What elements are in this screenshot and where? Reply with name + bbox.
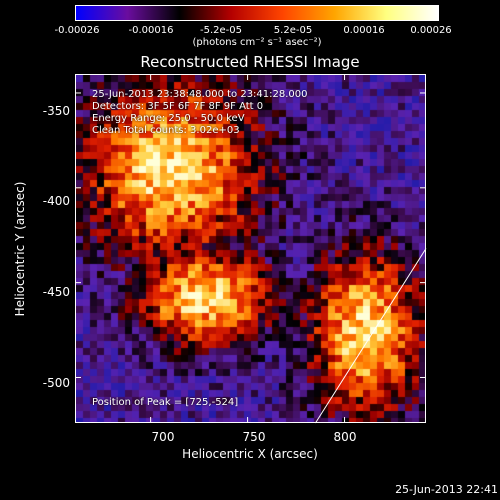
- annotation-energy-range: Energy Range: 25.0 - 50.0 keV: [92, 113, 245, 124]
- x-tick-label: 750: [242, 430, 266, 444]
- annotation-peak-position: Position of Peak = [725,-524]: [92, 397, 239, 408]
- colorbar-tick: 0.00026: [410, 25, 452, 36]
- colorbar-unit-label: (photons cm⁻² s⁻¹ asec⁻²): [192, 37, 322, 48]
- footer-timestamp: 25-Jun-2013 22:41: [395, 483, 498, 496]
- y-tick-label: -400: [42, 194, 70, 208]
- x-tick-label: 700: [151, 430, 175, 444]
- y-tick-label: -350: [42, 104, 70, 118]
- colorbar-tick: 5.2e-05: [273, 25, 313, 36]
- y-axis-label: Heliocentric Y (arcsec): [13, 181, 27, 317]
- heatmap-image: [76, 75, 425, 422]
- axis-ticks: [75, 74, 426, 423]
- colorbar: [75, 5, 439, 21]
- x-axis-label: Heliocentric X (arcsec): [182, 447, 318, 461]
- annotation-method-counts: Clean Total counts: 3.02e+03: [92, 125, 240, 136]
- chart-title: Reconstructed RHESSI Image: [140, 53, 360, 71]
- annotation-detectors: Detectors: 3F 5F 6F 7F 8F 9F Att 0: [92, 101, 264, 112]
- colorbar-tick: 0.00016: [343, 25, 385, 36]
- x-tick-label: 800: [333, 430, 357, 444]
- solar-limb-line: [315, 248, 427, 424]
- colorbar-tick: -0.00026: [54, 25, 100, 36]
- colorbar-tick: -5.2e-05: [200, 25, 242, 36]
- plot-area: 25-Jun-2013 23:38:48.000 to 23:41:28.000…: [75, 74, 426, 423]
- y-tick-label: -450: [42, 285, 70, 299]
- annotation-time-range: 25-Jun-2013 23:38:48.000 to 23:41:28.000: [92, 89, 308, 100]
- y-tick-label: -500: [42, 376, 70, 390]
- colorbar-tick: -0.00016: [128, 25, 174, 36]
